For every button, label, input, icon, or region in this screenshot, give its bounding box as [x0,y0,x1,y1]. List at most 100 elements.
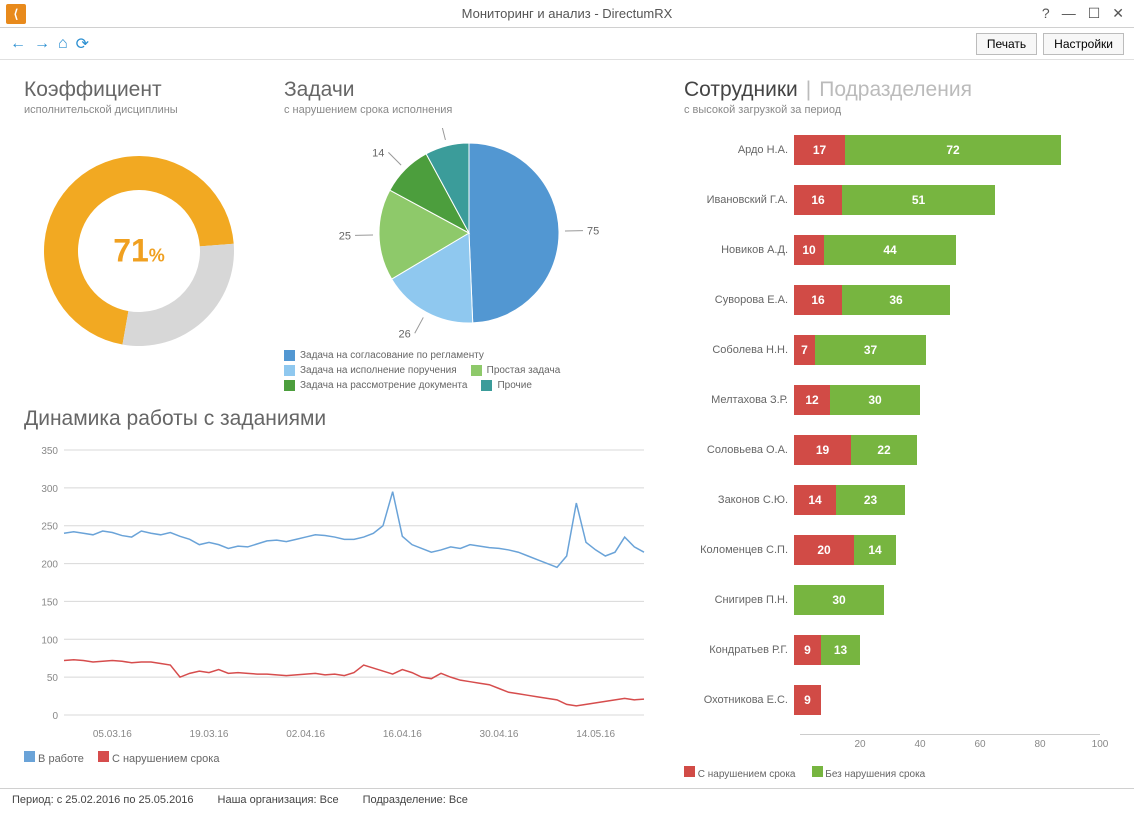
bar-red: 16 [794,285,842,315]
legend-item: Без нарушения срока [812,766,926,780]
employee-name: Кондратьев Р.Г. [684,644,794,656]
coefficient-panel: Коэффициент исполнительской дисциплины 7… [24,78,254,391]
svg-text:200: 200 [41,560,58,571]
employee-row: Мелтахова З.Р.1230 [684,384,1114,416]
status-dept: Подразделение: Все [363,794,468,806]
bar-red: 14 [794,485,836,515]
bar-red: 7 [794,335,815,365]
employee-row: Кондратьев Р.Г.913 [684,634,1114,666]
svg-text:05.03.16: 05.03.16 [93,729,132,740]
bar-red: 17 [794,135,845,165]
tasks-title: Задачи [284,78,624,102]
bar-red: 9 [794,685,821,715]
percent-symbol: % [149,246,165,266]
employee-row: Новиков А.Д.1044 [684,234,1114,266]
bar-green: 44 [824,235,956,265]
refresh-icon[interactable]: ⟳ [76,34,89,54]
legend-item: Прочие [481,380,531,391]
svg-text:250: 250 [41,522,58,533]
employee-row: Соловьева О.А.1922 [684,434,1114,466]
svg-text:350: 350 [41,446,58,457]
dynamics-title: Динамика работы с заданиями [24,407,664,431]
employee-name: Охотникова Е.С. [684,694,794,706]
legend-item: Задача на согласование по регламенту [284,350,484,361]
employee-row: Коломенцев С.П.2014 [684,534,1114,566]
departments-tab[interactable]: Подразделения [819,78,972,102]
close-icon[interactable]: ✕ [1112,5,1124,22]
employees-legend: С нарушением срока Без нарушения срока [684,766,1114,780]
svg-text:16.04.16: 16.04.16 [383,729,422,740]
employees-tab[interactable]: Сотрудники [684,78,798,102]
legend-item: Задача на исполнение поручения [284,365,457,376]
svg-text:12: 12 [425,128,437,129]
svg-text:19.03.16: 19.03.16 [190,729,229,740]
forward-icon[interactable]: → [34,35,50,53]
coefficient-donut: 71% [24,136,254,366]
svg-text:30.04.16: 30.04.16 [480,729,519,740]
legend-item: С нарушением срока [98,751,220,765]
print-button[interactable]: Печать [976,33,1037,55]
bar-red: 19 [794,435,851,465]
back-icon[interactable]: ← [10,35,26,53]
svg-text:50: 50 [47,673,59,684]
bar-red: 16 [794,185,842,215]
employee-name: Соболева Н.Н. [684,344,794,356]
employee-name: Новиков А.Д. [684,244,794,256]
coefficient-value: 71 [113,233,149,269]
employees-chart: Ардо Н.А.1772Ивановский Г.А.1651Новиков … [684,134,1114,716]
employee-name: Ардо Н.А. [684,144,794,156]
app-logo: ⟨ [6,4,26,24]
employee-name: Соловьева О.А. [684,444,794,456]
titlebar: ⟨ Мониторинг и анализ - DirectumRX ? — ☐… [0,0,1134,28]
home-icon[interactable]: ⌂ [58,35,68,53]
coefficient-subtitle: исполнительской дисциплины [24,104,254,116]
window-title: Мониторинг и анализ - DirectumRX [462,6,673,21]
bar-green: 72 [845,135,1061,165]
bar-red: 20 [794,535,854,565]
line-legend: В работе С нарушением срока [24,751,664,765]
employees-panel: Сотрудники | Подразделения с высокой заг… [684,78,1114,780]
dynamics-panel: Динамика работы с заданиями 050100150200… [24,407,664,765]
employee-name: Ивановский Г.А. [684,194,794,206]
svg-text:25: 25 [339,230,351,242]
bar-green: 51 [842,185,995,215]
svg-text:14.05.16: 14.05.16 [576,729,615,740]
svg-text:150: 150 [41,597,58,608]
svg-text:26: 26 [398,328,410,338]
bar-green: 30 [794,585,884,615]
employee-name: Суворова Е.А. [684,294,794,306]
status-org: Наша организация: Все [218,794,339,806]
status-period: Период: с 25.02.2016 по 25.05.2016 [12,794,194,806]
employee-row: Ивановский Г.А.1651 [684,184,1114,216]
legend-item: С нарушением срока [684,766,796,780]
employee-row: Ардо Н.А.1772 [684,134,1114,166]
settings-button[interactable]: Настройки [1043,33,1124,55]
employees-subtitle: с высокой загрузкой за период [684,104,1114,116]
tasks-subtitle: с нарушением срока исполнения [284,104,624,116]
legend-item: Простая задача [471,365,561,376]
legend-item: Задача на рассмотрение документа [284,380,467,391]
bar-red: 10 [794,235,824,265]
employee-row: Снигирев П.Н.30 [684,584,1114,616]
pie-legend: Задача на согласование по регламенту Зада… [284,350,624,391]
employee-name: Мелтахова З.Р. [684,394,794,406]
bar-red: 9 [794,635,821,665]
svg-text:0: 0 [52,711,58,722]
bar-red: 12 [794,385,830,415]
tasks-panel: Задачи с нарушением срока исполнения 752… [284,78,624,391]
bar-green: 23 [836,485,905,515]
employee-row: Суворова Е.А.1636 [684,284,1114,316]
toolbar: ← → ⌂ ⟳ Печать Настройки [0,28,1134,60]
minimize-icon[interactable]: — [1062,5,1076,22]
svg-text:300: 300 [41,484,58,495]
employee-name: Коломенцев С.П. [684,544,794,556]
employee-row: Соболева Н.Н.737 [684,334,1114,366]
legend-item: В работе [24,751,84,765]
maximize-icon[interactable]: ☐ [1088,5,1101,22]
bar-green: 30 [830,385,920,415]
bar-green: 22 [851,435,917,465]
bar-green: 37 [815,335,926,365]
bar-green: 14 [854,535,896,565]
bar-green: 36 [842,285,950,315]
help-icon[interactable]: ? [1042,5,1050,22]
